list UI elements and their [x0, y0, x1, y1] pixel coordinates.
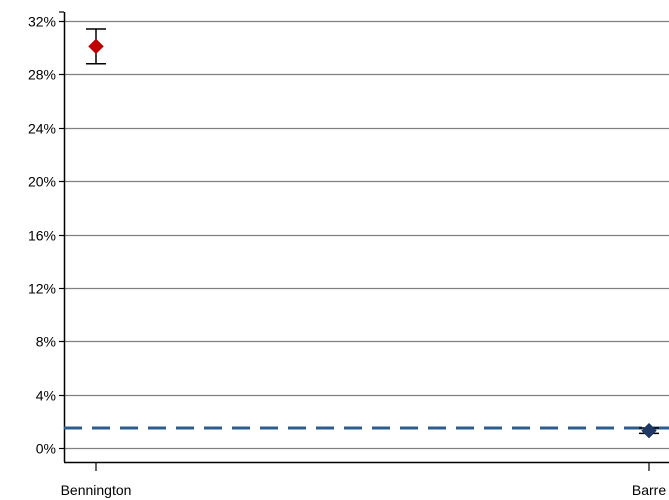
- y-tick-label: 16%: [28, 228, 56, 244]
- data-marks: [86, 28, 659, 439]
- gridlines: [64, 20, 669, 450]
- y-axis-ticks: 0% 4% 8% 12% 16% 20% 24% 28% 32%: [28, 11, 66, 462]
- data-point-marker: [88, 38, 104, 55]
- data-point-marker: [641, 422, 657, 439]
- y-tick-label: 8%: [36, 334, 56, 350]
- y-tick-label: 20%: [28, 174, 56, 190]
- y-tick-label: 32%: [28, 14, 56, 30]
- y-tick-label: 12%: [28, 281, 56, 297]
- y-tick-label: 4%: [36, 388, 56, 404]
- data-point-group: [86, 28, 106, 65]
- y-tick-label: 24%: [28, 121, 56, 137]
- x-tick-label: Barre: [632, 482, 666, 498]
- data-point-group: [639, 422, 659, 439]
- x-axis: Bennington Barre: [61, 461, 669, 498]
- y-tick-label: 28%: [28, 67, 56, 83]
- y-tick-label: 0%: [36, 441, 56, 457]
- x-tick-label: Bennington: [61, 482, 132, 498]
